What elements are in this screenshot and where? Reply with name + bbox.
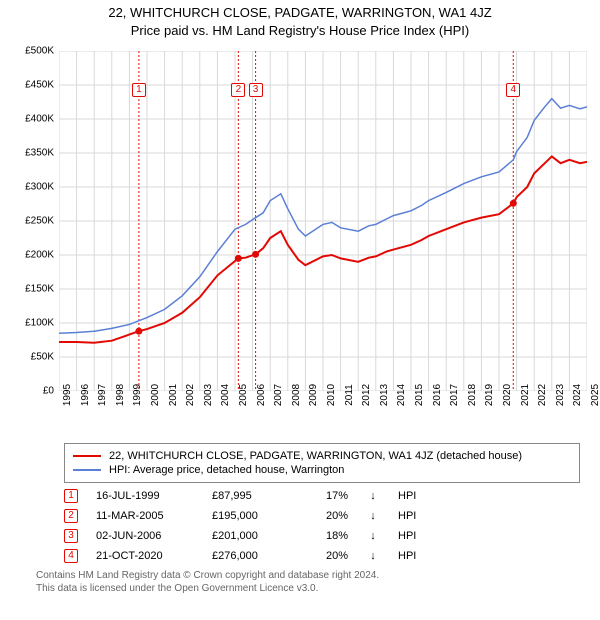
chart-title: 22, WHITCHURCH CLOSE, PADGATE, WARRINGTO… [6, 4, 594, 39]
y-axis-label: £200K [6, 250, 54, 261]
transaction-marker: 1 [132, 83, 146, 97]
transaction-date: 02-JUN-2006 [96, 530, 194, 542]
legend-swatch [73, 469, 101, 471]
x-axis-label: 2002 [185, 384, 196, 406]
transaction-row: 1 16-JUL-1999 £87,995 17% ↓ HPI [64, 489, 580, 503]
x-axis-label: 2019 [484, 384, 495, 406]
transaction-index: 3 [64, 529, 78, 543]
x-axis-label: 1996 [80, 384, 91, 406]
x-axis-label: 2013 [379, 384, 390, 406]
x-axis-label: 2000 [150, 384, 161, 406]
legend-label: HPI: Average price, detached house, Warr… [109, 464, 344, 476]
y-axis-label: £150K [6, 284, 54, 295]
transaction-hpi-label: HPI [398, 490, 580, 502]
y-axis-label: £0 [6, 386, 54, 397]
x-axis-label: 2022 [537, 384, 548, 406]
arrow-down-icon: ↓ [366, 530, 380, 542]
transaction-pct: 17% [308, 490, 348, 502]
transaction-index: 4 [64, 549, 78, 563]
transaction-price: £195,000 [212, 510, 290, 522]
arrow-down-icon: ↓ [366, 490, 380, 502]
x-axis-label: 2009 [308, 384, 319, 406]
x-axis-label: 2010 [326, 384, 337, 406]
arrow-down-icon: ↓ [366, 550, 380, 562]
x-axis-label: 2004 [220, 384, 231, 406]
legend-label: 22, WHITCHURCH CLOSE, PADGATE, WARRINGTO… [109, 450, 522, 462]
transaction-hpi-label: HPI [398, 510, 580, 522]
x-axis-label: 2001 [168, 384, 179, 406]
transaction-price: £276,000 [212, 550, 290, 562]
legend-item: 22, WHITCHURCH CLOSE, PADGATE, WARRINGTO… [73, 450, 571, 462]
transaction-pct: 18% [308, 530, 348, 542]
y-axis-label: £450K [6, 80, 54, 91]
arrow-down-icon: ↓ [366, 510, 380, 522]
footer-line-2: This data is licensed under the Open Gov… [36, 582, 580, 595]
transaction-marker: 4 [506, 83, 520, 97]
x-axis-label: 1999 [132, 384, 143, 406]
y-axis-label: £500K [6, 46, 54, 57]
transaction-marker: 2 [231, 83, 245, 97]
legend-swatch [73, 455, 101, 457]
x-axis-label: 2003 [203, 384, 214, 406]
x-axis-label: 2025 [590, 384, 600, 406]
x-axis-label: 2024 [572, 384, 583, 406]
transaction-marker: 3 [249, 83, 263, 97]
x-axis-label: 2023 [555, 384, 566, 406]
transaction-price: £201,000 [212, 530, 290, 542]
transaction-row: 3 02-JUN-2006 £201,000 18% ↓ HPI [64, 529, 580, 543]
x-axis-label: 2014 [396, 384, 407, 406]
x-axis-label: 2006 [256, 384, 267, 406]
transaction-index: 2 [64, 509, 78, 523]
x-axis-label: 1997 [97, 384, 108, 406]
x-axis-label: 2007 [273, 384, 284, 406]
x-axis-label: 2012 [361, 384, 372, 406]
x-axis-label: 2020 [502, 384, 513, 406]
x-axis-label: 2016 [432, 384, 443, 406]
y-axis-label: £250K [6, 216, 54, 227]
transaction-row: 2 11-MAR-2005 £195,000 20% ↓ HPI [64, 509, 580, 523]
x-axis-label: 2021 [520, 384, 531, 406]
y-axis-label: £50K [6, 352, 54, 363]
transaction-hpi-label: HPI [398, 550, 580, 562]
footer-line-1: Contains HM Land Registry data © Crown c… [36, 569, 580, 582]
transaction-index: 1 [64, 489, 78, 503]
x-axis-label: 2015 [414, 384, 425, 406]
x-axis-label: 2018 [467, 384, 478, 406]
chart-area: £0 £50K £100K £150K £200K £250K £300K £350K £400… [6, 45, 594, 435]
legend: 22, WHITCHURCH CLOSE, PADGATE, WARRINGTO… [64, 443, 580, 483]
y-axis-label: £100K [6, 318, 54, 329]
x-axis-label: 1998 [115, 384, 126, 406]
x-axis-label: 2005 [238, 384, 249, 406]
x-axis-label: 2017 [449, 384, 460, 406]
title-line-2: Price paid vs. HM Land Registry's House … [6, 22, 594, 40]
transactions-table: 1 16-JUL-1999 £87,995 17% ↓ HPI 2 11-MAR-2005 £1… [64, 489, 580, 563]
x-axis-label: 1995 [62, 384, 73, 406]
y-axis-label: £350K [6, 148, 54, 159]
legend-item: HPI: Average price, detached house, Warr… [73, 464, 571, 476]
transaction-hpi-label: HPI [398, 530, 580, 542]
title-line-1: 22, WHITCHURCH CLOSE, PADGATE, WARRINGTO… [6, 4, 594, 22]
transaction-date: 16-JUL-1999 [96, 490, 194, 502]
transaction-date: 11-MAR-2005 [96, 510, 194, 522]
transaction-pct: 20% [308, 550, 348, 562]
transaction-date: 21-OCT-2020 [96, 550, 194, 562]
y-axis-label: £400K [6, 114, 54, 125]
x-axis-label: 2008 [291, 384, 302, 406]
chart-svg [59, 51, 587, 391]
x-axis-label: 2011 [344, 384, 355, 406]
transaction-row: 4 21-OCT-2020 £276,000 20% ↓ HPI [64, 549, 580, 563]
transaction-price: £87,995 [212, 490, 290, 502]
y-axis-label: £300K [6, 182, 54, 193]
transaction-pct: 20% [308, 510, 348, 522]
footer: Contains HM Land Registry data © Crown c… [36, 569, 580, 595]
